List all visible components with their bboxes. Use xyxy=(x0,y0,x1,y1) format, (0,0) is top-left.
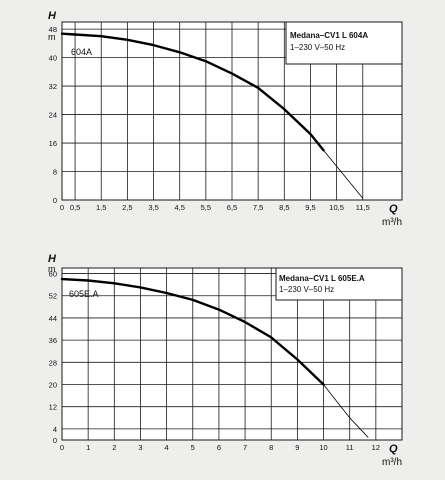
x-tick-label: 11,5 xyxy=(356,203,370,212)
y-axis-label: H xyxy=(48,253,57,265)
series-group xyxy=(60,277,369,438)
legend-title: Medana–CV1 L 605E.A xyxy=(279,274,365,283)
chart-604a: 0 8 16 24 32 40 48 0 0,5 1,5 2,5 3,5 4,5 5,5 6,5 7,5 8,… xyxy=(48,10,403,228)
x-tick-label: 11 xyxy=(346,443,354,452)
x-tick-label: 4 xyxy=(165,443,169,452)
series-line-extension xyxy=(323,384,369,438)
y-tick-label: 0 xyxy=(53,196,57,205)
x-tick-label: 1 xyxy=(86,443,90,452)
y-tick-label: 60 xyxy=(49,270,57,279)
x-tick-label: 10,5 xyxy=(329,203,344,212)
series-label: 605E.A xyxy=(69,289,99,299)
x-tick-label: 4,5 xyxy=(174,203,184,212)
x-tick-label: 0 xyxy=(60,203,64,212)
x-axis-unit: m³/h xyxy=(382,217,402,228)
x-tick-label: 9,5 xyxy=(305,203,315,212)
x-tick-label: 8,5 xyxy=(279,203,289,212)
x-tick-label: 0 xyxy=(60,443,64,452)
x-tick-label: 2,5 xyxy=(122,203,132,212)
y-tick-label: 24 xyxy=(49,111,57,120)
legend-subtitle: 1–230 V–50 Hz xyxy=(279,285,334,294)
x-tick-label: 9 xyxy=(295,443,299,452)
x-axis-unit: m³/h xyxy=(382,457,402,468)
series-line-main xyxy=(60,277,325,386)
x-tick-labels: 0 1 2 3 4 5 6 7 8 9 10 11 12 xyxy=(60,443,380,452)
y-tick-labels: 0 4 12 20 28 36 44 52 60 xyxy=(49,270,57,445)
x-tick-label: 2 xyxy=(112,443,116,452)
grid xyxy=(62,268,402,440)
y-tick-label: 48 xyxy=(49,25,57,34)
y-tick-labels: 0 8 16 24 32 40 48 xyxy=(49,25,57,205)
x-tick-label: 3,5 xyxy=(148,203,158,212)
x-tick-label: 12 xyxy=(372,443,380,452)
legend-subtitle: 1–230 V–50 Hz xyxy=(290,43,345,52)
series-group xyxy=(60,32,364,199)
x-tick-labels: 0 0,5 1,5 2,5 3,5 4,5 5,5 6,5 7,5 8,5 9,5 10,5 11,5 xyxy=(60,203,370,212)
legend-box xyxy=(275,267,403,301)
x-tick-label: 10 xyxy=(319,443,327,452)
y-tick-label: 32 xyxy=(49,82,57,91)
y-tick-label: 52 xyxy=(49,292,57,301)
x-tick-label: 8 xyxy=(269,443,273,452)
y-axis-unit: m xyxy=(48,264,56,274)
x-tick-label: 5,5 xyxy=(201,203,211,212)
x-tick-label: 6,5 xyxy=(227,203,237,212)
series-line-extension xyxy=(323,149,364,199)
legend-box xyxy=(285,21,403,65)
x-tick-label: 5 xyxy=(191,443,195,452)
y-axis-unit: m xyxy=(48,32,56,42)
y-tick-label: 36 xyxy=(49,336,57,345)
x-tick-label: 3 xyxy=(138,443,142,452)
y-tick-label: 4 xyxy=(53,425,57,434)
x-tick-label: 6 xyxy=(217,443,221,452)
y-tick-label: 0 xyxy=(53,436,57,445)
y-tick-label: 40 xyxy=(49,54,57,63)
x-tick-label: 0,5 xyxy=(70,203,80,212)
y-tick-label: 20 xyxy=(49,381,57,390)
y-tick-label: 8 xyxy=(53,168,57,177)
x-axis-label: Q xyxy=(389,203,398,215)
x-tick-label: 1,5 xyxy=(96,203,106,212)
y-tick-label: 44 xyxy=(49,314,57,323)
series-line-main xyxy=(60,32,325,152)
y-tick-label: 28 xyxy=(49,358,57,367)
y-tick-label: 16 xyxy=(49,139,57,148)
x-axis-label: Q xyxy=(389,443,398,455)
y-tick-label: 12 xyxy=(49,403,57,412)
x-tick-label: 7,5 xyxy=(253,203,263,212)
x-tick-label: 7 xyxy=(243,443,247,452)
y-axis-label: H xyxy=(48,10,57,22)
legend-title: Medana–CV1 L 604A xyxy=(290,31,368,40)
series-label: 604A xyxy=(71,47,92,57)
